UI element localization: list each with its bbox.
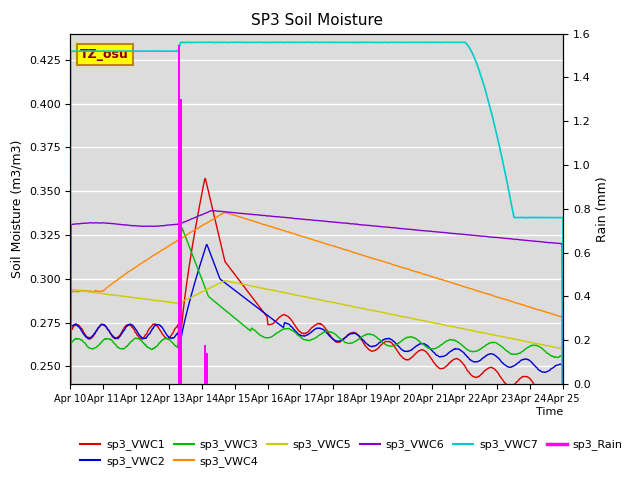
sp3_VWC5 <box>458 325 465 331</box>
sp3_VWC5 <box>164 299 172 305</box>
sp3_VWC5 <box>232 280 239 286</box>
Bar <box>179 45 180 384</box>
Bar <box>180 99 181 384</box>
sp3_VWC6 <box>176 221 184 227</box>
Bar <box>179 45 180 384</box>
Text: TZ_osu: TZ_osu <box>80 48 129 61</box>
sp3_VWC6 <box>164 222 172 228</box>
sp3_VWC1 <box>458 359 465 365</box>
sp3_VWC7 <box>232 39 239 45</box>
Bar <box>207 353 208 384</box>
Text: Time: Time <box>536 407 563 417</box>
Bar <box>206 353 207 384</box>
Bar <box>178 45 179 384</box>
Line: sp3_VWC1: sp3_VWC1 <box>70 179 563 480</box>
Line: sp3_VWC2: sp3_VWC2 <box>70 244 563 480</box>
sp3_VWC4 <box>501 297 509 302</box>
Bar <box>204 345 205 384</box>
Line: sp3_VWC7: sp3_VWC7 <box>70 42 563 413</box>
sp3_VWC7 <box>67 300 74 305</box>
sp3_VWC7 <box>501 169 509 175</box>
Bar <box>204 345 205 384</box>
sp3_VWC1 <box>176 344 184 349</box>
sp3_VWC1 <box>201 176 209 181</box>
sp3_VWC3 <box>164 336 172 342</box>
sp3_VWC6 <box>67 454 74 459</box>
sp3_VWC2 <box>203 241 211 247</box>
sp3_VWC4 <box>221 210 228 216</box>
sp3_VWC2 <box>164 333 172 339</box>
sp3_VWC1 <box>393 348 401 353</box>
sp3_VWC3 <box>458 342 465 348</box>
Bar <box>181 99 182 384</box>
sp3_VWC6 <box>210 208 218 214</box>
sp3_VWC3 <box>232 316 239 322</box>
Line: sp3_VWC3: sp3_VWC3 <box>70 228 563 480</box>
Title: SP3 Soil Moisture: SP3 Soil Moisture <box>251 13 383 28</box>
sp3_VWC7 <box>176 41 184 47</box>
sp3_VWC5 <box>393 312 401 318</box>
sp3_VWC7 <box>205 39 212 45</box>
sp3_VWC4 <box>458 283 465 288</box>
Bar <box>181 99 182 384</box>
sp3_VWC5 <box>221 278 229 284</box>
sp3_VWC6 <box>501 236 509 241</box>
sp3_VWC7 <box>458 39 465 45</box>
sp3_VWC5 <box>501 334 509 340</box>
sp3_VWC2 <box>501 362 509 368</box>
sp3_VWC4 <box>164 243 172 249</box>
sp3_VWC2 <box>232 288 239 294</box>
sp3_VWC2 <box>176 342 184 348</box>
sp3_VWC3 <box>178 225 186 231</box>
sp3_VWC3 <box>501 347 509 352</box>
sp3_VWC7 <box>559 410 567 416</box>
sp3_VWC5 <box>176 300 184 306</box>
sp3_VWC6 <box>393 225 401 231</box>
Line: sp3_VWC6: sp3_VWC6 <box>70 211 563 480</box>
Y-axis label: Soil Moisture (m3/m3): Soil Moisture (m3/m3) <box>10 140 23 278</box>
sp3_VWC2 <box>393 342 401 348</box>
sp3_VWC1 <box>164 336 172 341</box>
Legend: sp3_VWC1, sp3_VWC2, sp3_VWC3, sp3_VWC4, sp3_VWC5, sp3_VWC6, sp3_VWC7, sp3_Rain: sp3_VWC1, sp3_VWC2, sp3_VWC3, sp3_VWC4, … <box>76 435 627 471</box>
sp3_VWC4 <box>232 213 239 218</box>
sp3_VWC7 <box>393 39 401 45</box>
sp3_VWC3 <box>393 341 401 347</box>
sp3_VWC3 <box>176 276 184 281</box>
sp3_VWC7 <box>164 48 172 54</box>
Line: sp3_VWC5: sp3_VWC5 <box>70 281 563 480</box>
Bar <box>180 99 181 384</box>
Line: sp3_VWC4: sp3_VWC4 <box>70 213 563 480</box>
sp3_VWC2 <box>458 348 465 354</box>
sp3_VWC1 <box>232 273 239 278</box>
sp3_VWC6 <box>232 210 239 216</box>
Bar <box>178 45 179 384</box>
sp3_VWC4 <box>393 263 401 269</box>
Y-axis label: Rain (mm): Rain (mm) <box>596 176 609 241</box>
sp3_VWC1 <box>501 380 509 386</box>
sp3_VWC6 <box>458 231 465 237</box>
sp3_VWC4 <box>176 236 184 242</box>
